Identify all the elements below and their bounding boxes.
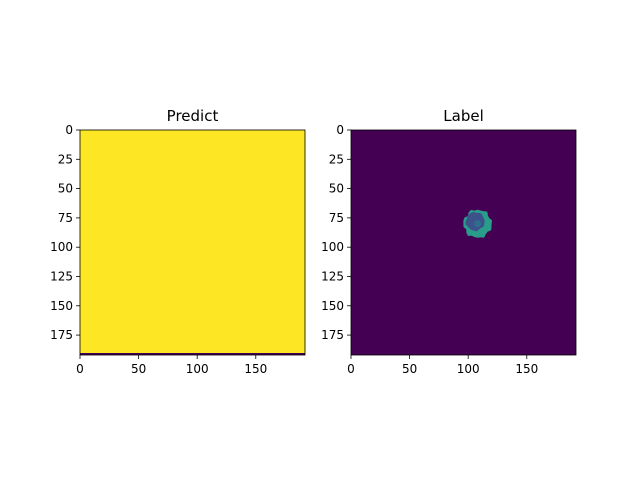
- axes-frame: [79, 129, 306, 356]
- label-background: [351, 130, 576, 355]
- prediction-bottom-row: [80, 353, 305, 355]
- y-tick-label: 175: [321, 328, 344, 342]
- y-tick-label: 125: [321, 269, 344, 283]
- x-tick-label: 0: [76, 362, 84, 376]
- y-tick-label: 150: [321, 299, 344, 313]
- y-tick-label: 0: [65, 123, 73, 137]
- y-tick-label: 50: [329, 182, 344, 196]
- x-tick-label: 150: [515, 362, 538, 376]
- label-panel: Label 0 50 100 150 0 25 50 75 100 125 150 175: [321, 107, 577, 376]
- y-tick-label: 100: [321, 240, 344, 254]
- x-tick-label: 150: [244, 362, 267, 376]
- y-tick-label: 175: [50, 328, 73, 342]
- panel-title: Predict: [167, 107, 219, 125]
- x-tick-label: 50: [131, 362, 146, 376]
- y-tick-label: 125: [50, 269, 73, 283]
- y-tick-label: 25: [329, 152, 344, 166]
- prediction-fill: [80, 130, 305, 355]
- x-tick-label: 100: [186, 362, 209, 376]
- y-tick-label: 0: [336, 123, 344, 137]
- x-tick-label: 50: [402, 362, 417, 376]
- y-tick-label: 75: [329, 211, 344, 225]
- heatmap-image: [351, 130, 576, 355]
- x-tick-label: 100: [457, 362, 480, 376]
- y-tick-label: 100: [50, 240, 73, 254]
- x-tick-label: 0: [347, 362, 355, 376]
- y-tick-label: 50: [58, 182, 73, 196]
- heatmap-image: [80, 130, 305, 355]
- y-tick-label: 75: [58, 211, 73, 225]
- y-tick-label: 25: [58, 152, 73, 166]
- label-core-region: [474, 220, 482, 228]
- y-tick-label: 150: [50, 299, 73, 313]
- predict-panel: Predict 0 50 100 150 0 25 50 75 100 125 150 175: [50, 107, 306, 376]
- axes-frame: [350, 129, 577, 356]
- panel-title: Label: [443, 107, 483, 125]
